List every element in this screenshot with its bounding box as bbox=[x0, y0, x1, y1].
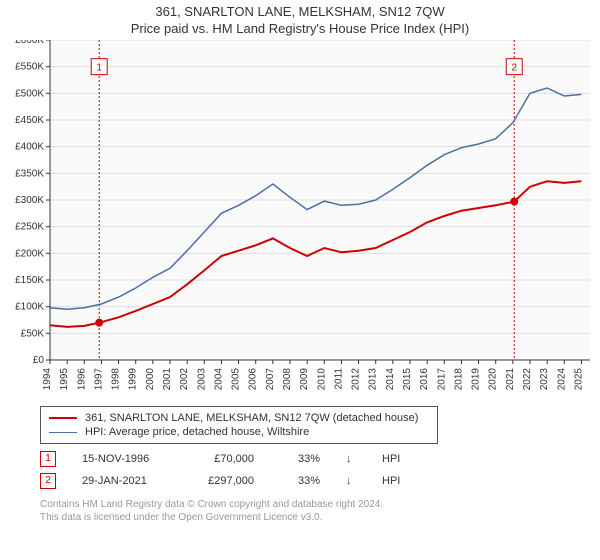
svg-text:2010: 2010 bbox=[316, 368, 327, 391]
svg-text:2025: 2025 bbox=[573, 368, 584, 391]
marker-badge: 1 bbox=[40, 451, 56, 467]
svg-text:2015: 2015 bbox=[402, 368, 413, 391]
svg-text:2017: 2017 bbox=[436, 368, 447, 391]
down-arrow-icon: ↓ bbox=[346, 453, 356, 465]
svg-text:1: 1 bbox=[96, 63, 102, 74]
svg-text:£550K: £550K bbox=[15, 62, 44, 73]
svg-text:£250K: £250K bbox=[15, 222, 44, 233]
svg-text:£100K: £100K bbox=[15, 302, 44, 313]
svg-text:2023: 2023 bbox=[539, 368, 550, 391]
svg-text:£500K: £500K bbox=[15, 88, 44, 99]
svg-text:2008: 2008 bbox=[282, 368, 293, 391]
chart-subtitle: Price paid vs. HM Land Registry's House … bbox=[0, 19, 600, 40]
legend-label: 361, SNARLTON LANE, MELKSHAM, SN12 7QW (… bbox=[85, 412, 418, 424]
svg-text:2002: 2002 bbox=[179, 368, 190, 391]
svg-text:£50K: £50K bbox=[21, 328, 45, 339]
svg-text:£300K: £300K bbox=[15, 195, 44, 206]
down-arrow-icon: ↓ bbox=[346, 475, 356, 487]
legend-swatch bbox=[49, 432, 77, 433]
marker-diff: 33% bbox=[280, 475, 320, 487]
svg-text:2014: 2014 bbox=[385, 368, 396, 391]
svg-text:2021: 2021 bbox=[505, 368, 516, 391]
svg-text:£450K: £450K bbox=[15, 115, 44, 126]
svg-text:2020: 2020 bbox=[488, 368, 499, 391]
svg-text:1994: 1994 bbox=[42, 368, 53, 391]
attribution-line-1: Contains HM Land Registry data © Crown c… bbox=[40, 498, 600, 511]
marker-badge: 2 bbox=[40, 473, 56, 489]
attribution-line-2: This data is licensed under the Open Gov… bbox=[40, 511, 600, 524]
svg-text:1998: 1998 bbox=[111, 368, 122, 391]
svg-text:2024: 2024 bbox=[556, 368, 567, 391]
svg-text:2007: 2007 bbox=[265, 368, 276, 391]
svg-text:2018: 2018 bbox=[453, 368, 464, 391]
marker-date: 15-NOV-1996 bbox=[82, 453, 168, 465]
marker-suffix: HPI bbox=[382, 475, 400, 487]
chart-title: 361, SNARLTON LANE, MELKSHAM, SN12 7QW bbox=[0, 0, 600, 19]
svg-text:1995: 1995 bbox=[59, 368, 70, 391]
svg-text:£0: £0 bbox=[33, 355, 45, 366]
marker-date: 29-JAN-2021 bbox=[82, 475, 168, 487]
svg-text:2013: 2013 bbox=[368, 368, 379, 391]
svg-text:2005: 2005 bbox=[231, 368, 242, 391]
svg-text:2009: 2009 bbox=[299, 368, 310, 391]
chart-container: 361, SNARLTON LANE, MELKSHAM, SN12 7QW P… bbox=[0, 0, 600, 560]
svg-text:1996: 1996 bbox=[76, 368, 87, 391]
marker-suffix: HPI bbox=[382, 453, 400, 465]
svg-text:2: 2 bbox=[511, 63, 517, 74]
marker-annotations: 1 15-NOV-1996 £70,000 33% ↓ HPI 2 29-JAN-2021 £2… bbox=[40, 448, 600, 492]
svg-text:2022: 2022 bbox=[522, 368, 533, 391]
marker-row: 2 29-JAN-2021 £297,000 33% ↓ HPI bbox=[40, 470, 600, 492]
marker-price: £70,000 bbox=[194, 453, 254, 465]
svg-text:1997: 1997 bbox=[93, 368, 104, 391]
svg-text:2003: 2003 bbox=[196, 368, 207, 391]
svg-text:2001: 2001 bbox=[162, 368, 173, 391]
svg-text:£200K: £200K bbox=[15, 248, 44, 259]
svg-text:£600K: £600K bbox=[15, 40, 44, 46]
svg-text:£350K: £350K bbox=[15, 168, 44, 179]
svg-text:2011: 2011 bbox=[333, 368, 344, 390]
marker-diff: 33% bbox=[280, 453, 320, 465]
svg-text:2006: 2006 bbox=[248, 368, 259, 391]
svg-text:1999: 1999 bbox=[128, 368, 139, 391]
svg-text:2000: 2000 bbox=[145, 368, 156, 391]
legend: 361, SNARLTON LANE, MELKSHAM, SN12 7QW (… bbox=[40, 406, 438, 444]
legend-row: 361, SNARLTON LANE, MELKSHAM, SN12 7QW (… bbox=[49, 411, 429, 425]
attribution-text: Contains HM Land Registry data © Crown c… bbox=[40, 498, 600, 524]
svg-text:£150K: £150K bbox=[15, 275, 44, 286]
svg-text:£400K: £400K bbox=[15, 142, 44, 153]
legend-row: HPI: Average price, detached house, Wilt… bbox=[49, 425, 429, 439]
chart-area: £0 £50K £100K £150K £200K £250K £300K £350K £400… bbox=[0, 40, 600, 400]
svg-text:2019: 2019 bbox=[471, 368, 482, 391]
marker-row: 1 15-NOV-1996 £70,000 33% ↓ HPI bbox=[40, 448, 600, 470]
legend-label: HPI: Average price, detached house, Wilt… bbox=[85, 426, 309, 438]
line-chart-svg: £0 £50K £100K £150K £200K £250K £300K £350K £400… bbox=[0, 40, 600, 400]
marker-price: £297,000 bbox=[194, 475, 254, 487]
svg-text:2016: 2016 bbox=[419, 368, 430, 391]
legend-swatch bbox=[49, 417, 77, 419]
svg-text:2004: 2004 bbox=[213, 368, 224, 391]
svg-text:2012: 2012 bbox=[351, 368, 362, 391]
